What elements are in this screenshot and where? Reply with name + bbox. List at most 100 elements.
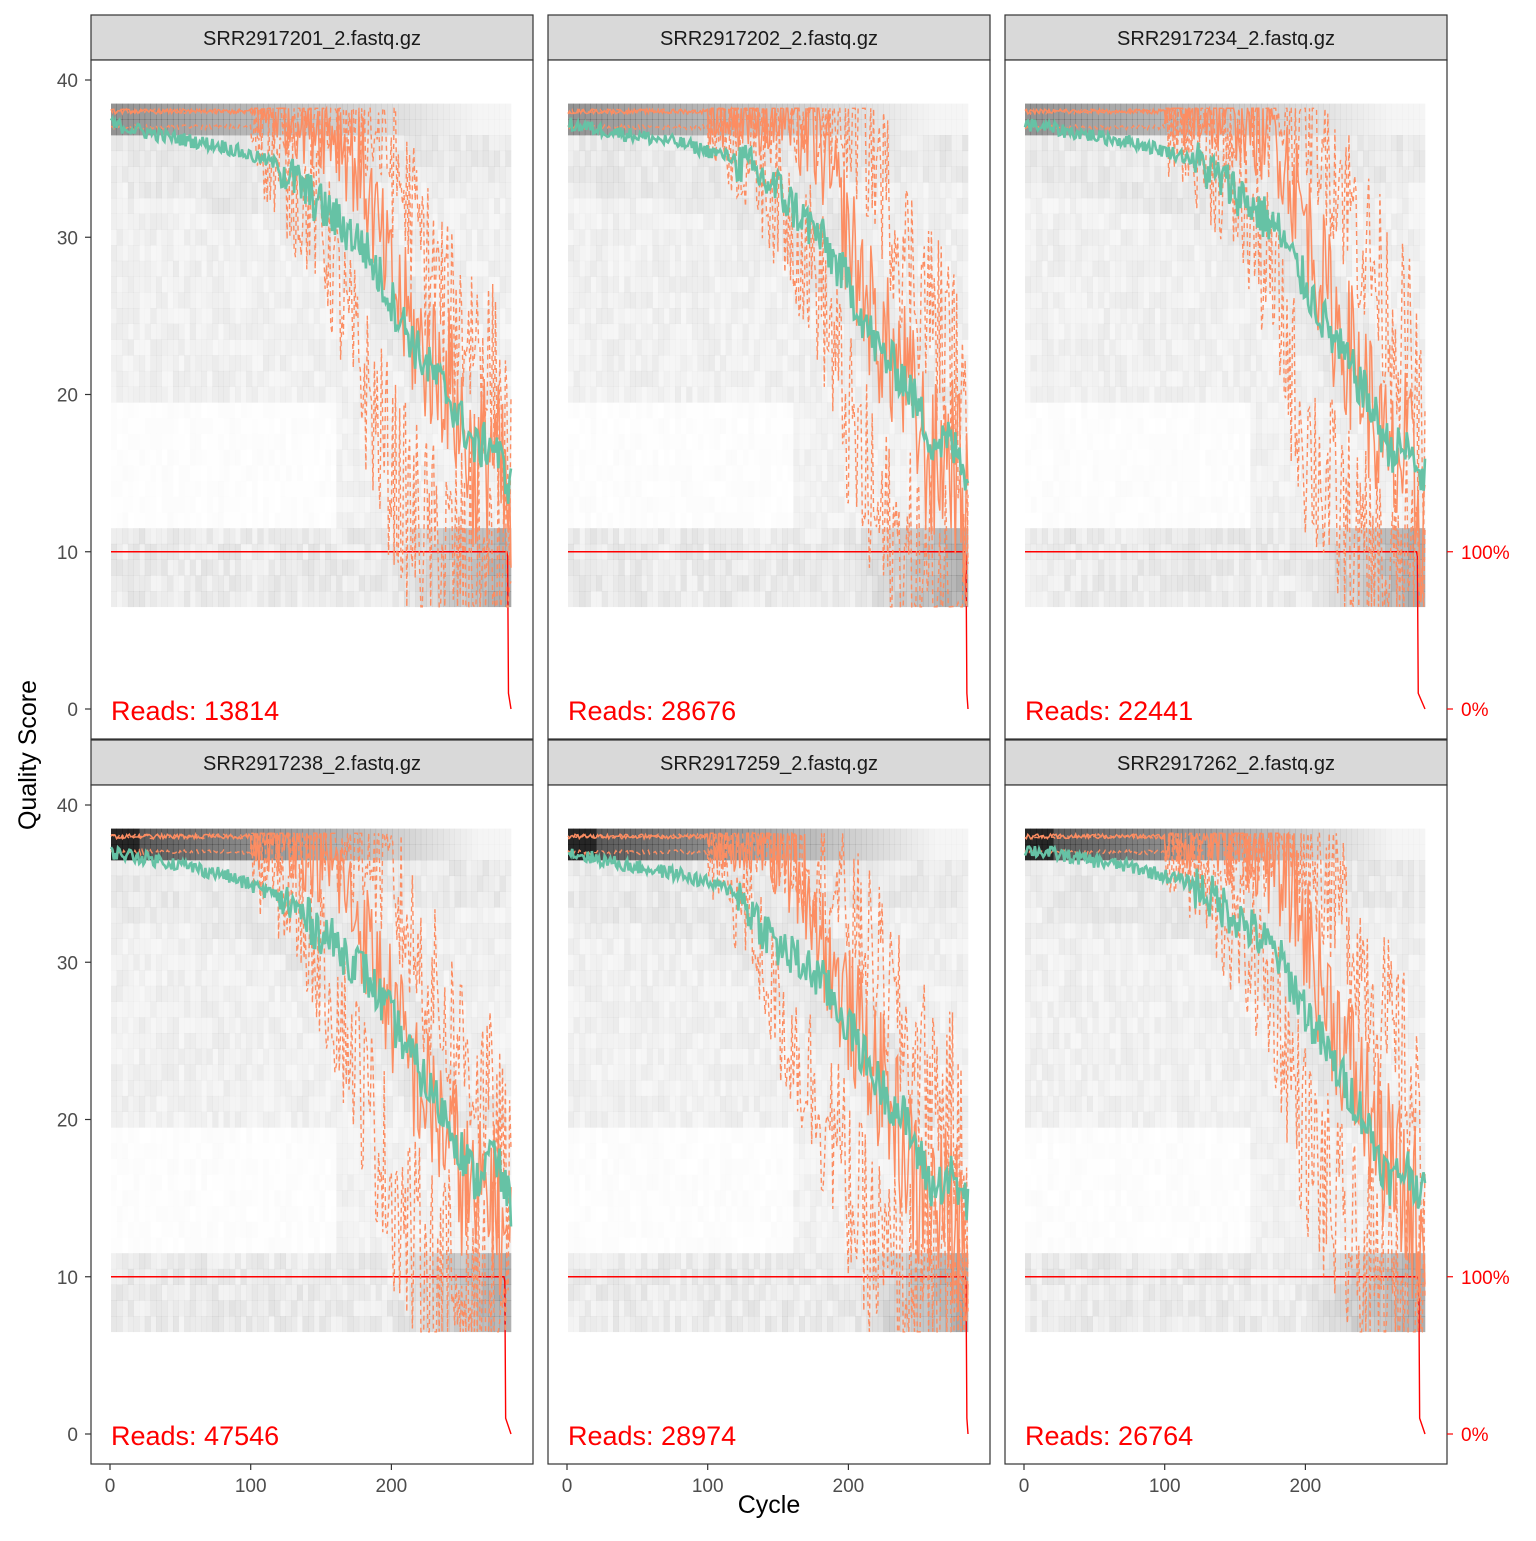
heatmap-cell bbox=[274, 418, 280, 434]
heatmap-cell bbox=[1042, 560, 1048, 576]
heatmap-cell bbox=[314, 481, 320, 497]
heatmap-cell bbox=[585, 324, 591, 340]
heatmap-cell bbox=[1093, 229, 1099, 245]
heatmap-cell bbox=[297, 434, 303, 450]
heatmap-cell bbox=[619, 166, 625, 182]
heatmap-cell bbox=[426, 151, 432, 167]
heatmap-cell bbox=[269, 261, 275, 277]
heatmap-cell bbox=[675, 560, 681, 576]
heatmap-cell bbox=[150, 497, 156, 513]
heatmap-cell bbox=[788, 591, 794, 607]
heatmap-cell bbox=[196, 387, 202, 403]
heatmap-cell bbox=[483, 182, 489, 198]
heatmap-cell bbox=[224, 371, 230, 387]
heatmap-cell bbox=[1053, 229, 1059, 245]
heatmap-cell bbox=[748, 261, 754, 277]
heatmap-cell bbox=[765, 512, 771, 528]
heatmap-cell bbox=[404, 104, 410, 120]
heatmap-cell bbox=[167, 324, 173, 340]
heatmap-cell bbox=[173, 245, 179, 261]
heatmap-cell bbox=[359, 292, 365, 308]
heatmap-cell bbox=[128, 497, 134, 513]
heatmap-cell bbox=[940, 135, 946, 151]
heatmap-cell bbox=[162, 497, 168, 513]
heatmap-cell bbox=[207, 528, 213, 544]
heatmap-cell bbox=[574, 308, 580, 324]
heatmap-cell bbox=[714, 339, 720, 355]
heatmap-cell bbox=[150, 355, 156, 371]
heatmap-cell bbox=[122, 355, 128, 371]
heatmap-cell bbox=[669, 371, 675, 387]
heatmap-cell bbox=[455, 198, 461, 214]
heatmap-cell bbox=[675, 497, 681, 513]
heatmap-cell bbox=[748, 481, 754, 497]
heatmap-cell bbox=[122, 560, 128, 576]
heatmap-cell bbox=[128, 292, 134, 308]
heatmap-cell bbox=[229, 214, 235, 230]
heatmap-cell bbox=[579, 151, 585, 167]
heatmap-cell bbox=[122, 512, 128, 528]
heatmap-cell bbox=[602, 292, 608, 308]
heatmap-cell bbox=[636, 512, 642, 528]
heatmap-cell bbox=[1064, 261, 1070, 277]
heatmap-cell bbox=[128, 560, 134, 576]
heatmap-cell bbox=[1087, 166, 1093, 182]
heatmap-cell bbox=[331, 277, 337, 293]
heatmap-cell bbox=[568, 198, 574, 214]
heatmap-cell bbox=[883, 575, 889, 591]
heatmap-cell bbox=[923, 465, 929, 481]
heatmap-cell bbox=[1042, 497, 1048, 513]
heatmap-cell bbox=[669, 166, 675, 182]
heatmap-cell bbox=[466, 135, 472, 151]
heatmap-cell bbox=[1031, 151, 1037, 167]
heatmap-cell bbox=[596, 277, 602, 293]
heatmap-cell bbox=[760, 261, 766, 277]
heatmap-cell bbox=[179, 198, 185, 214]
heatmap-cell bbox=[934, 182, 940, 198]
heatmap-cell bbox=[398, 229, 404, 245]
heatmap-cell bbox=[257, 402, 263, 418]
heatmap-cell bbox=[359, 560, 365, 576]
heatmap-cell bbox=[291, 371, 297, 387]
heatmap-cell bbox=[613, 339, 619, 355]
heatmap-cell bbox=[900, 166, 906, 182]
heatmap-cell bbox=[653, 151, 659, 167]
heatmap-cell bbox=[579, 308, 585, 324]
heatmap-cell bbox=[962, 292, 968, 308]
heatmap-cell bbox=[585, 497, 591, 513]
heatmap-cell bbox=[252, 575, 258, 591]
heatmap-cell bbox=[624, 512, 630, 528]
heatmap-cell bbox=[720, 450, 726, 466]
heatmap-cell bbox=[1081, 528, 1087, 544]
heatmap-cell bbox=[641, 434, 647, 450]
heatmap-cell bbox=[449, 104, 455, 120]
heatmap-cell bbox=[754, 371, 760, 387]
heatmap-cell bbox=[117, 512, 123, 528]
heatmap-cell bbox=[624, 277, 630, 293]
heatmap-cell bbox=[139, 308, 145, 324]
heatmap-cell bbox=[709, 355, 715, 371]
heatmap-cell bbox=[212, 198, 218, 214]
heatmap-cell bbox=[743, 465, 749, 481]
heatmap-cell bbox=[218, 277, 224, 293]
heatmap-cell bbox=[224, 292, 230, 308]
heatmap-cell bbox=[1031, 229, 1037, 245]
heatmap-cell bbox=[962, 182, 968, 198]
heatmap-cell bbox=[1036, 245, 1042, 261]
heatmap-cell bbox=[698, 245, 704, 261]
heatmap-cell bbox=[297, 355, 303, 371]
heatmap-cell bbox=[760, 371, 766, 387]
heatmap-cell bbox=[1070, 528, 1076, 544]
heatmap-cell bbox=[686, 402, 692, 418]
heatmap-cell bbox=[822, 481, 828, 497]
heatmap-cell bbox=[641, 512, 647, 528]
heatmap-cell bbox=[861, 339, 867, 355]
heatmap-cell bbox=[686, 512, 692, 528]
heatmap-cell bbox=[624, 292, 630, 308]
heatmap-cell bbox=[641, 465, 647, 481]
heatmap-cell bbox=[134, 528, 140, 544]
heatmap-cell bbox=[686, 465, 692, 481]
heatmap-cell bbox=[111, 465, 117, 481]
heatmap-cell bbox=[179, 402, 185, 418]
heatmap-cell bbox=[319, 497, 325, 513]
